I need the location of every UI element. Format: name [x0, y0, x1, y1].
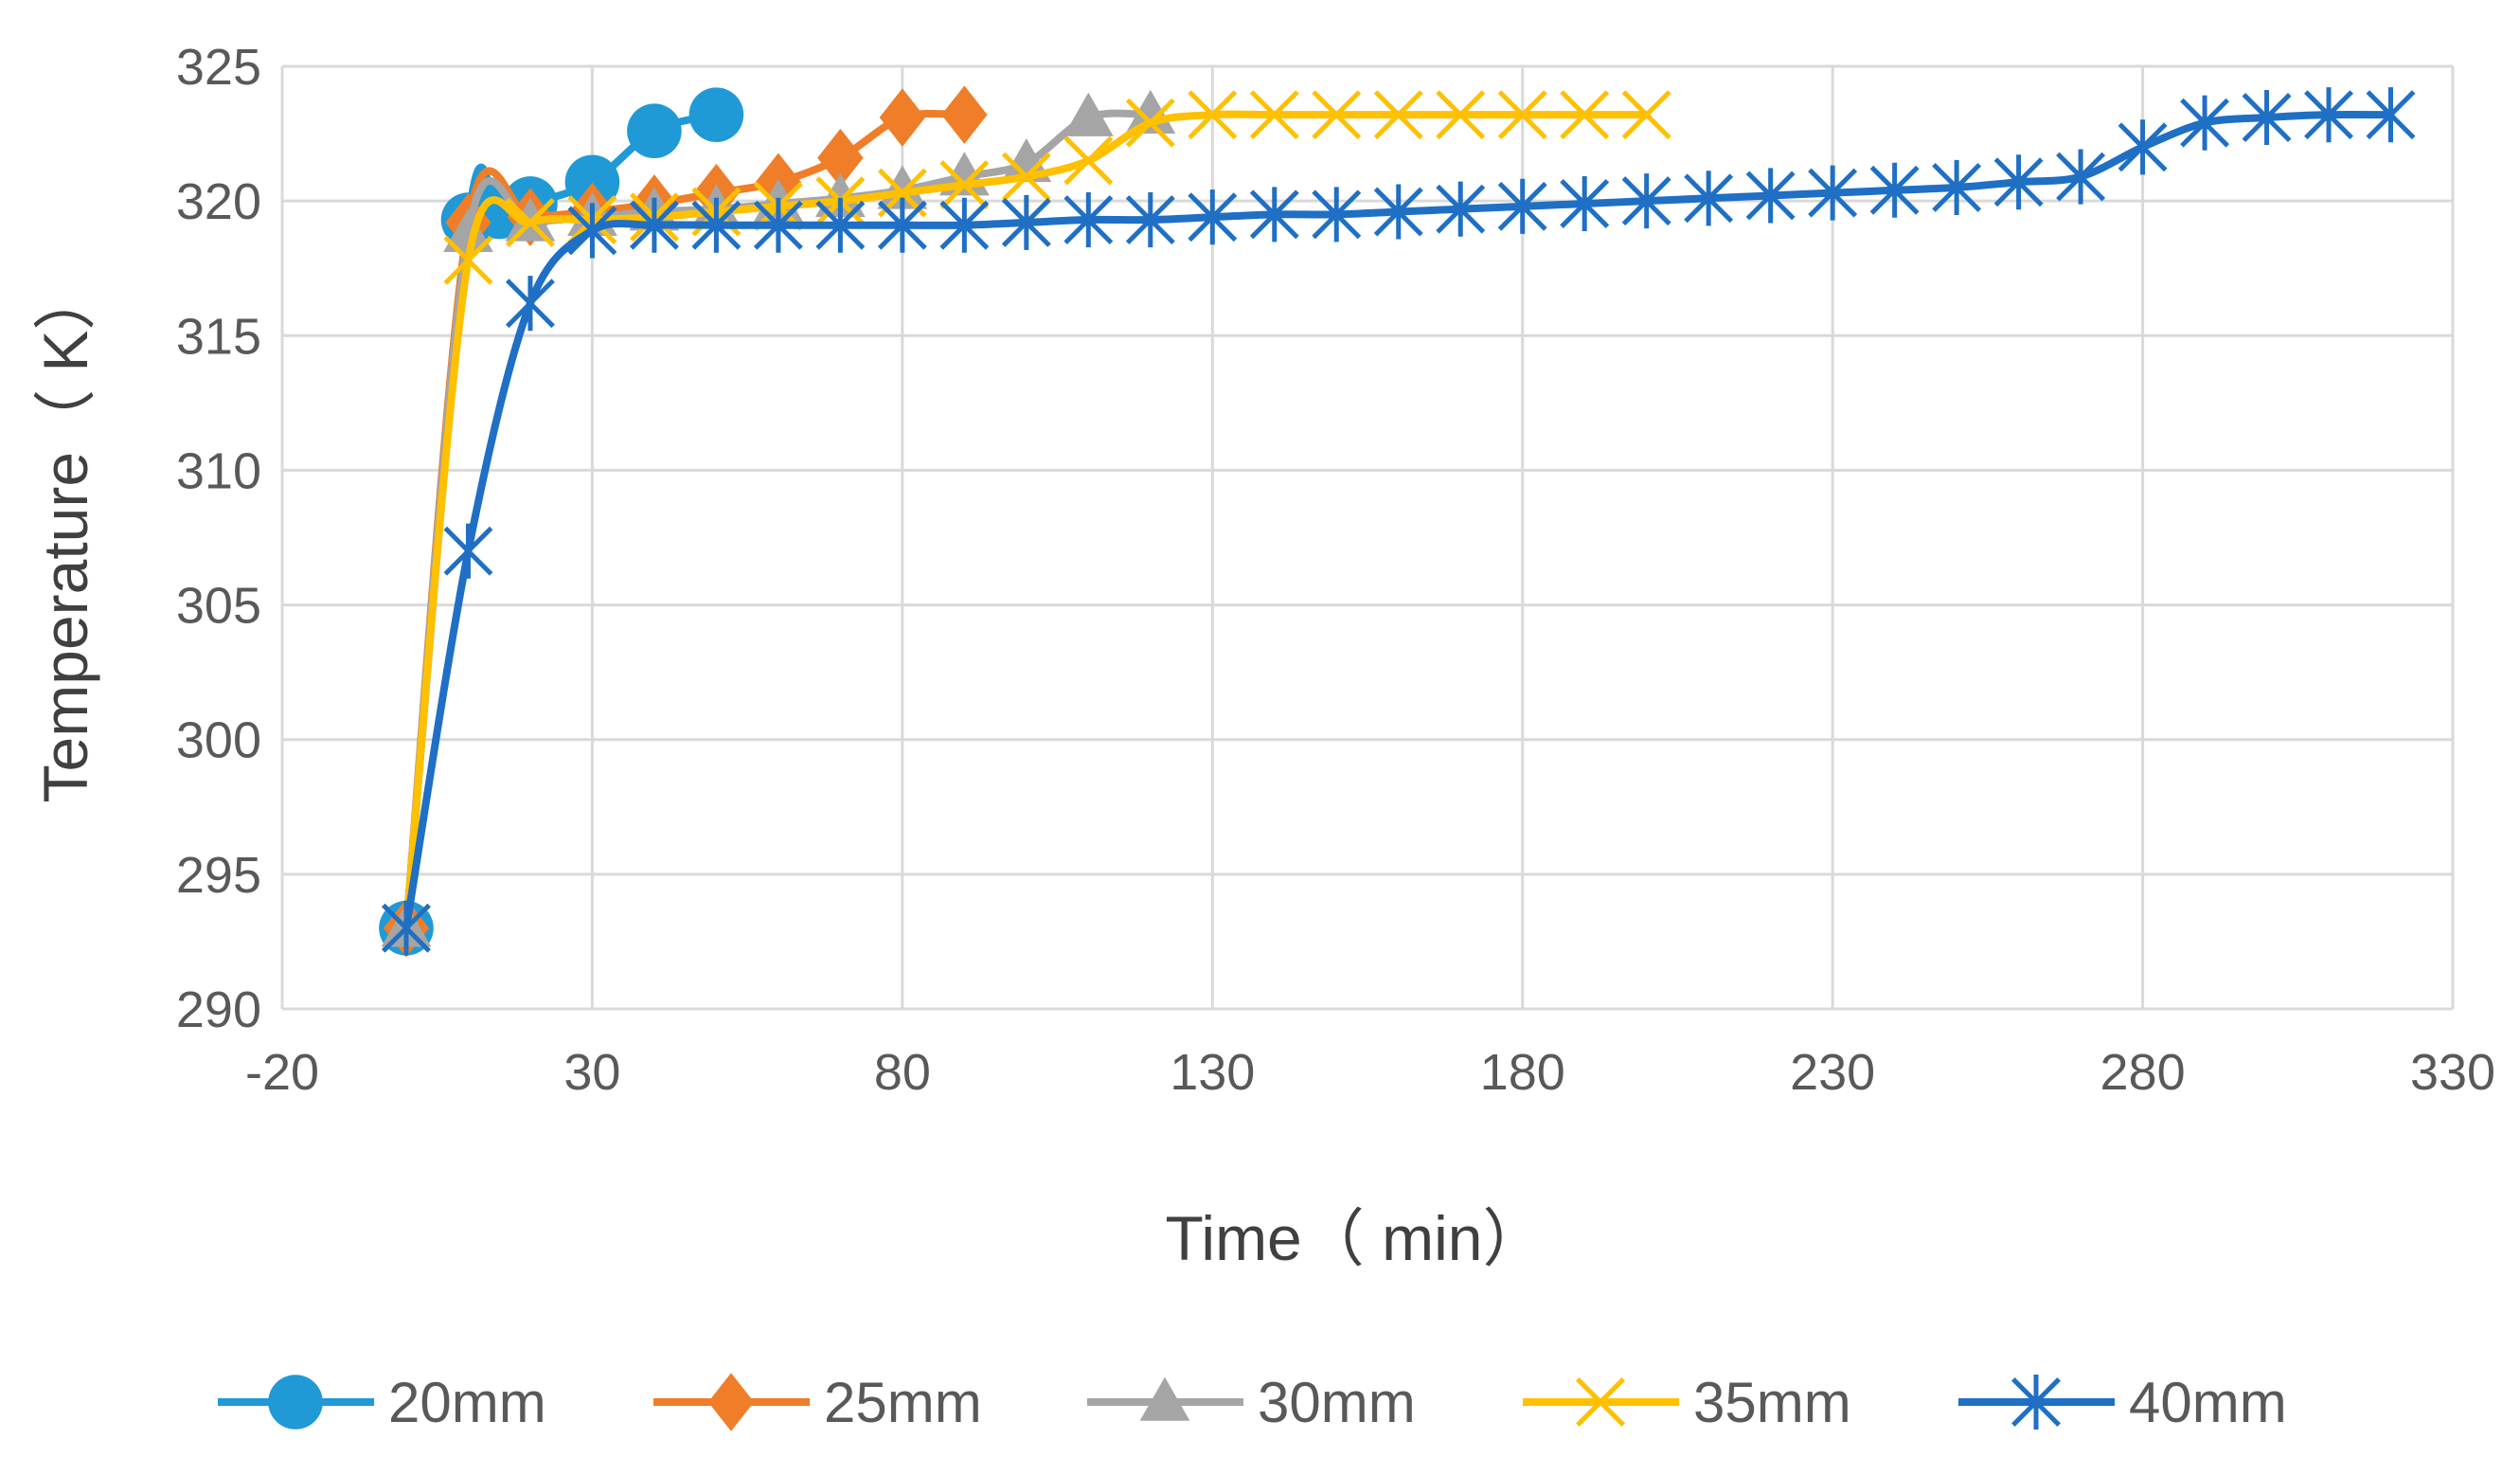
- data-point: [382, 900, 431, 956]
- data-point: [1063, 192, 1114, 248]
- data-point: [2118, 119, 2168, 175]
- y-tick-label: 325: [176, 39, 261, 96]
- x-axis-tick-labels: -20 30 80 130 180 230 280 330: [245, 1044, 2495, 1101]
- data-point: [505, 276, 555, 332]
- data-point: [1497, 90, 1547, 140]
- y-axis-tick-labels: 290 295 300 305 310 315 320 325: [176, 39, 261, 1038]
- data-point: [505, 197, 555, 247]
- data-point: [753, 197, 803, 253]
- legend-marker: [2011, 1374, 2061, 1430]
- y-tick-label: 315: [176, 308, 261, 365]
- data-point: [1993, 154, 2044, 210]
- y-tick-label: 295: [176, 847, 261, 904]
- data-point: [939, 160, 990, 210]
- data-point: [1560, 90, 1610, 140]
- legend-label: 25mm: [824, 1371, 982, 1434]
- data-point: [691, 197, 742, 253]
- y-tick-label: 290: [176, 981, 261, 1038]
- data-point: [877, 197, 927, 253]
- data-point: [629, 197, 679, 253]
- data-point: [1001, 152, 1051, 202]
- data-point: [1684, 171, 1734, 226]
- series-markers: [382, 87, 2416, 956]
- data-point: [688, 87, 744, 142]
- data-point: [564, 154, 620, 210]
- legend-item-25mm: 25mm: [653, 1371, 982, 1434]
- legend-label: 40mm: [2129, 1371, 2287, 1434]
- data-point: [443, 207, 493, 253]
- legend-marker: [1139, 1376, 1190, 1421]
- series-40mm: [382, 87, 2416, 956]
- data-point: [1869, 162, 1920, 218]
- x-tick-label: 280: [2100, 1044, 2186, 1101]
- data-point: [1312, 187, 1362, 243]
- data-point: [1373, 184, 1423, 240]
- legend-marker: [1576, 1377, 1625, 1427]
- legend-label: 30mm: [1258, 1371, 1416, 1434]
- legend-item-20mm: 20mm: [218, 1371, 546, 1434]
- data-point: [1932, 159, 1982, 215]
- legend-marker: [707, 1373, 755, 1431]
- data-point: [1188, 90, 1238, 140]
- data-point: [443, 235, 493, 285]
- x-tick-label: 130: [1170, 1044, 1255, 1101]
- data-point: [1063, 92, 1114, 136]
- data-point: [879, 88, 926, 147]
- y-axis-title: Temperature（ K）: [30, 268, 100, 803]
- data-point: [1373, 90, 1423, 140]
- data-point: [939, 197, 990, 253]
- x-tick-label: 230: [1790, 1044, 1875, 1101]
- y-tick-label: 320: [176, 173, 261, 230]
- x-tick-label: 30: [563, 1044, 620, 1101]
- data-point: [1560, 175, 1610, 232]
- data-point: [1125, 192, 1175, 248]
- data-point: [2304, 87, 2353, 143]
- x-tick-label: -20: [245, 1044, 319, 1101]
- data-point: [2180, 95, 2230, 151]
- y-tick-label: 300: [176, 712, 261, 769]
- y-tick-label: 310: [176, 442, 261, 499]
- data-point: [1249, 187, 1299, 243]
- data-point: [567, 203, 617, 259]
- legend-item-30mm: 30mm: [1087, 1371, 1416, 1434]
- data-point: [817, 128, 864, 188]
- data-point: [814, 172, 866, 218]
- data-point: [941, 85, 988, 144]
- data-point: [1001, 194, 1051, 250]
- data-point: [1808, 165, 1858, 221]
- x-axis-title: Time（ min）: [1166, 1203, 1546, 1273]
- data-point: [443, 523, 493, 579]
- x-tick-label: 180: [1480, 1044, 1565, 1101]
- y-tick-label: 305: [176, 578, 261, 635]
- data-point: [1188, 189, 1238, 245]
- legend-item-40mm: 40mm: [1958, 1371, 2287, 1434]
- data-point: [1312, 90, 1362, 140]
- legend-label: 20mm: [388, 1371, 546, 1434]
- data-point: [1745, 168, 1796, 224]
- x-tick-label: 330: [2410, 1044, 2495, 1101]
- chart-legend: 20mm 25mm 30mm 35mm 40mm: [218, 1371, 2287, 1434]
- legend-marker: [268, 1375, 323, 1430]
- data-point: [627, 103, 682, 159]
- data-point: [1621, 173, 1671, 229]
- x-tick-label: 80: [874, 1044, 931, 1101]
- data-point: [1436, 90, 1486, 140]
- data-point: [2056, 149, 2106, 205]
- legend-label: 35mm: [1693, 1371, 1851, 1434]
- data-point: [1497, 178, 1547, 234]
- data-point: [1249, 90, 1299, 140]
- data-point: [1621, 90, 1671, 140]
- data-point: [1125, 98, 1175, 148]
- data-point: [1436, 181, 1486, 237]
- data-point: [2366, 87, 2416, 143]
- chart-series: [379, 85, 2416, 958]
- data-point: [2242, 89, 2292, 146]
- data-point: [815, 197, 866, 253]
- legend-item-35mm: 35mm: [1523, 1371, 1851, 1434]
- data-point: [1063, 135, 1114, 186]
